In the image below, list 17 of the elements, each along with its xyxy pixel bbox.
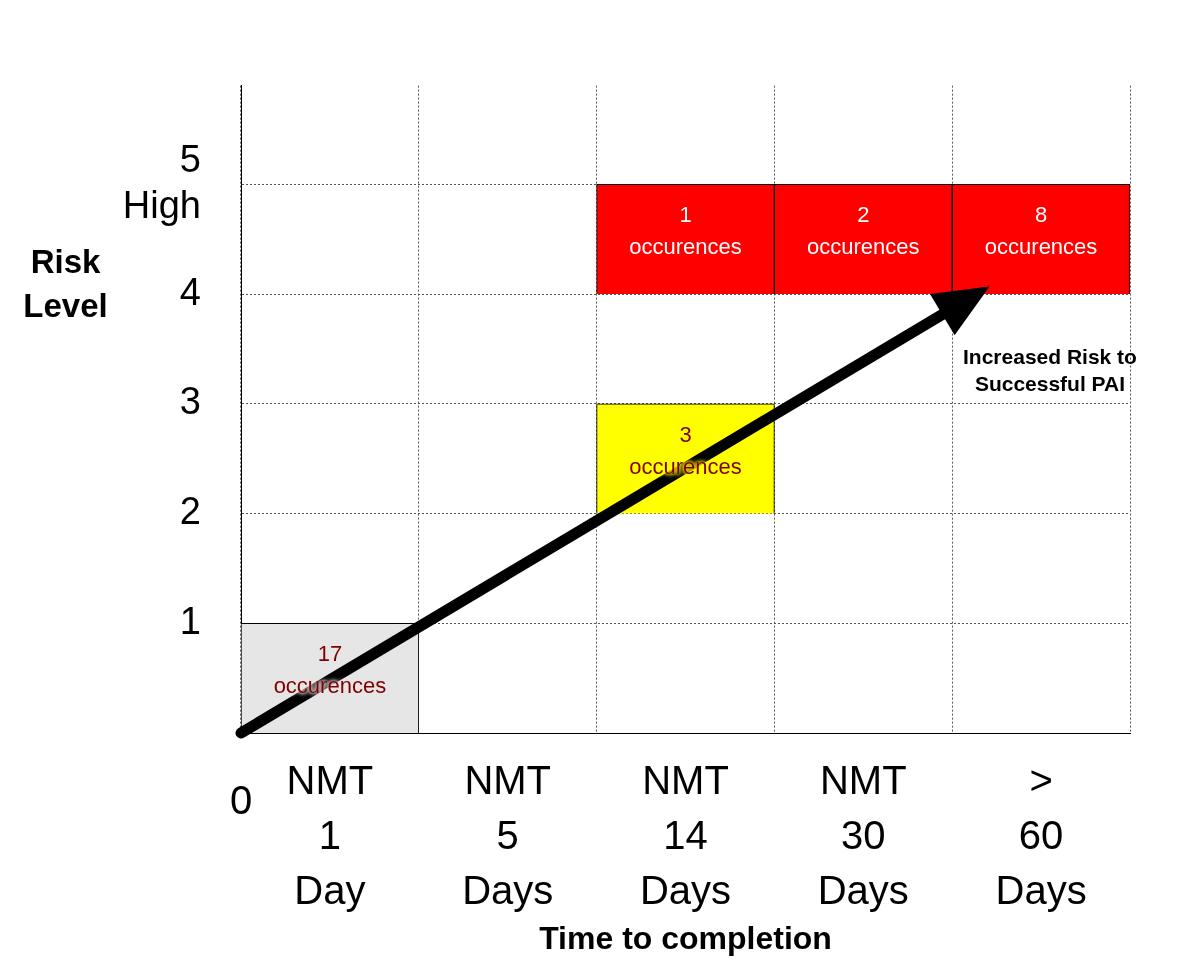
x-axis-title: Time to completion <box>539 919 832 956</box>
annotation: 1 occurences <box>628 201 743 262</box>
text: 0 <box>228 778 254 823</box>
x-tick-label: NMT 5 Days <box>462 757 554 913</box>
annotation: Increased Risk to Successful PAI <box>962 344 1138 398</box>
x-tick-label: NMT 30 Days <box>817 757 909 913</box>
x-tick-label: NMT 14 Days <box>639 757 732 913</box>
annotation: 2 occurences <box>806 201 921 262</box>
y-tick-label: 3 <box>179 380 201 423</box>
annotation: 8 occurences <box>983 201 1099 262</box>
y-tick-label: 4 <box>179 270 201 313</box>
x-tick-label: NMT 1 Day <box>286 757 374 913</box>
x-tick-label: > 60 Days <box>995 757 1087 913</box>
y-tick-label: 2 <box>179 490 201 533</box>
y-axis-title: Risk Level <box>22 242 109 326</box>
y-tick-label: 5 High <box>122 138 201 226</box>
y-tick-label: 1 <box>179 599 201 642</box>
